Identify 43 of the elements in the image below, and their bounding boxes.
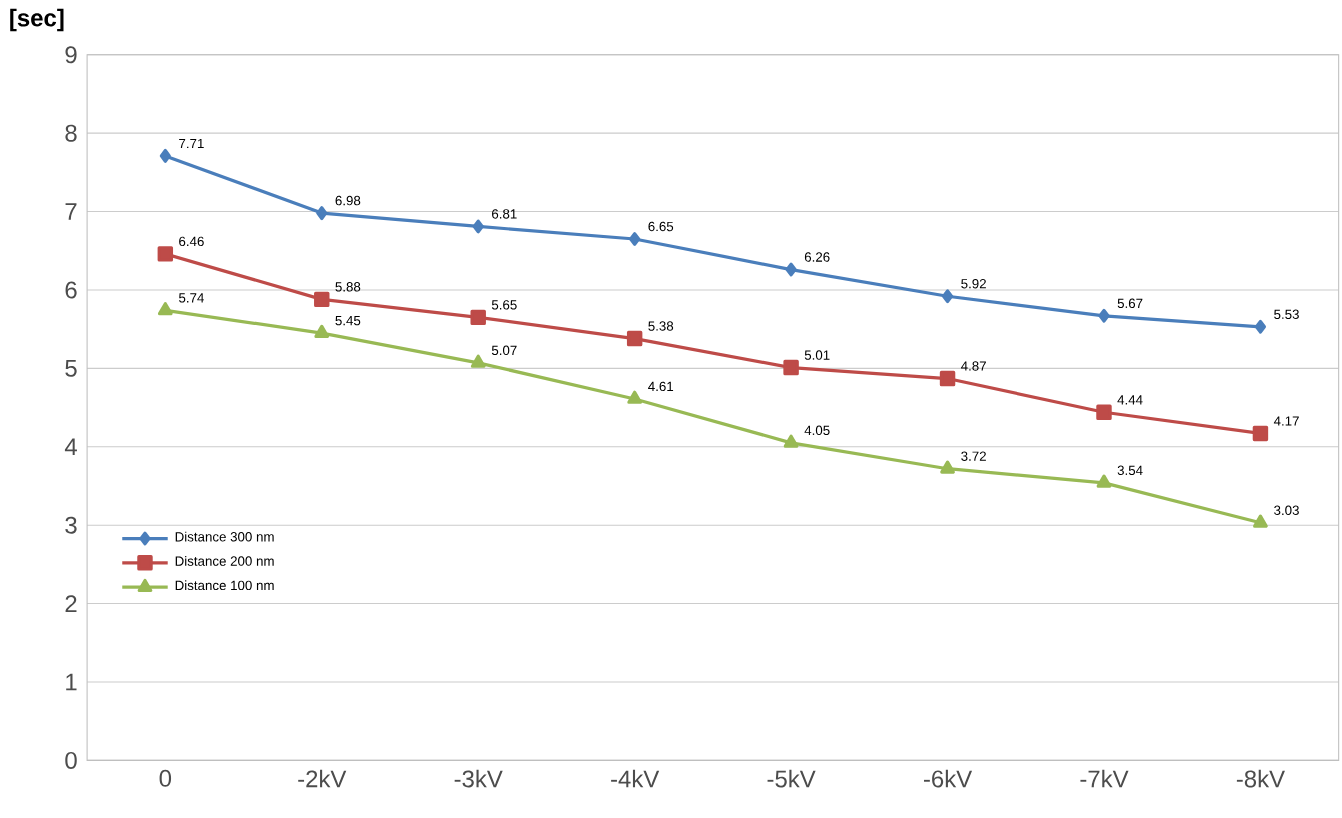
y-tick-label: 1 xyxy=(66,673,77,690)
point xyxy=(470,354,486,368)
y-tick-label: 0 xyxy=(65,751,77,769)
y-tick-label: 9 xyxy=(65,45,77,63)
point xyxy=(159,148,171,163)
point xyxy=(472,219,484,233)
point xyxy=(316,205,328,220)
x-tick-label: -6kV xyxy=(923,769,973,787)
point xyxy=(785,262,797,277)
point xyxy=(157,245,174,262)
point xyxy=(1096,474,1112,488)
point xyxy=(940,459,955,474)
y-tick-label: 5 xyxy=(65,359,77,377)
y-tick-label: 6 xyxy=(65,280,77,298)
point xyxy=(783,359,799,375)
point xyxy=(783,434,799,448)
point xyxy=(627,390,643,404)
x-tick-label: -3kV xyxy=(454,769,503,787)
point xyxy=(314,324,330,338)
point xyxy=(1096,404,1112,420)
y-axis-title: [sec] xyxy=(10,8,64,31)
point xyxy=(941,288,954,303)
y-tick-label: 7 xyxy=(65,202,77,220)
x-tick-label: -2kV xyxy=(298,769,347,787)
point xyxy=(1254,319,1267,334)
point xyxy=(629,231,641,246)
point xyxy=(157,301,173,315)
y-tick-label: 3 xyxy=(65,516,77,534)
y-tick-label: 4 xyxy=(64,438,77,455)
point xyxy=(1253,514,1268,528)
x-tick-label: -4kV xyxy=(611,769,660,787)
point xyxy=(314,291,330,307)
x-tick-label: -5kV xyxy=(767,769,816,787)
x-tick-label: -8kV xyxy=(1236,769,1285,787)
x-tick-label: 0 xyxy=(159,769,172,787)
point xyxy=(470,309,486,325)
x-tick-label: -7kV xyxy=(1080,769,1129,787)
point xyxy=(626,330,643,346)
point xyxy=(1252,425,1269,441)
point xyxy=(939,370,956,386)
y-tick-label: 8 xyxy=(65,124,77,142)
y-tick-label: 2 xyxy=(65,594,77,612)
point xyxy=(1098,308,1110,323)
